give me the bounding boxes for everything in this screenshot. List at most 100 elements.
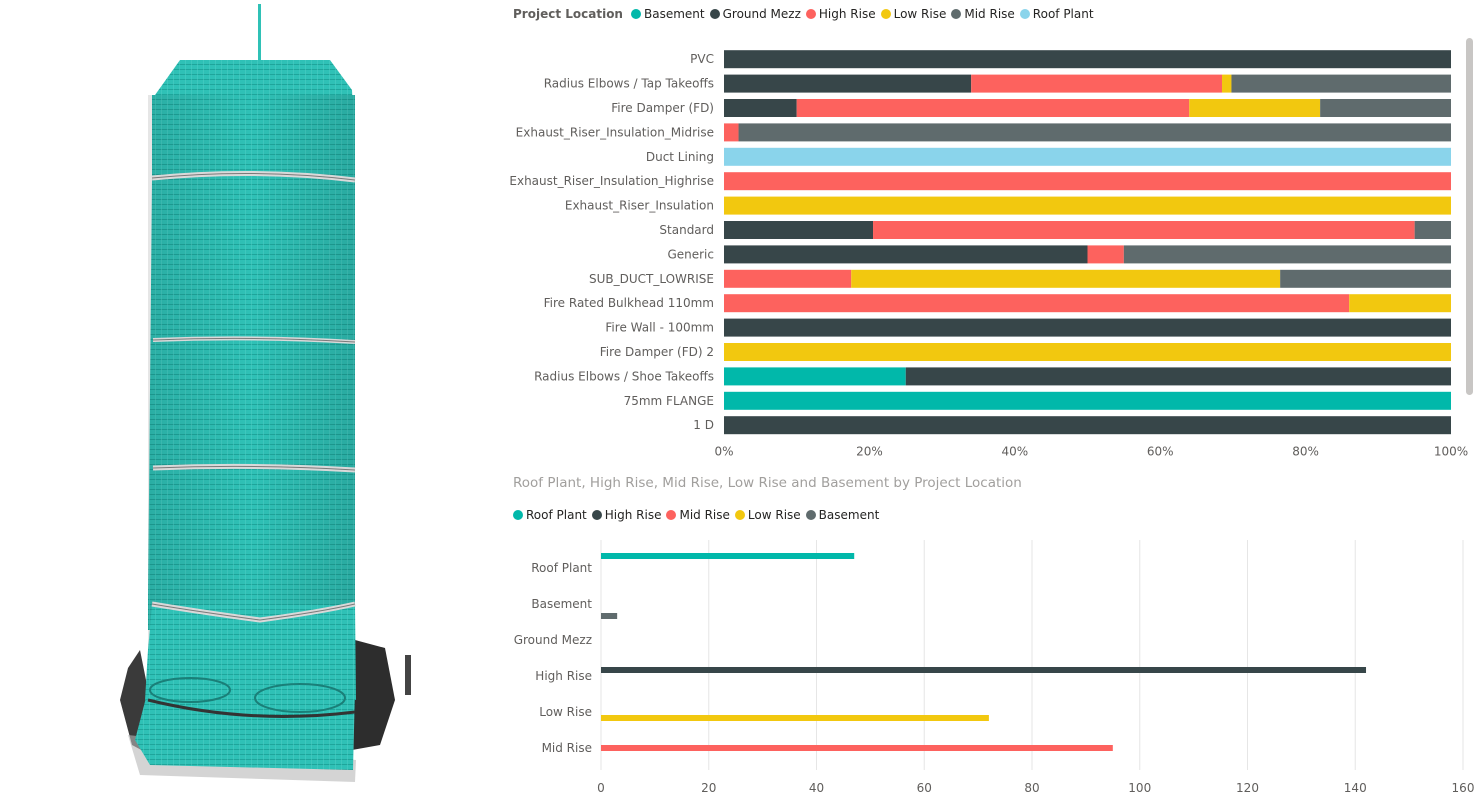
bar-segment-basement[interactable]: [724, 391, 1451, 410]
bar-segment-mid-rise[interactable]: [1414, 221, 1451, 239]
y-tick-label: Fire Damper (FD) 2: [600, 345, 714, 359]
y-tick-label: Fire Rated Bulkhead 110mm: [544, 296, 714, 310]
x-tick-label: 0%: [714, 444, 733, 458]
y-tick-label: Generic: [667, 247, 714, 261]
bar-low-rise[interactable]: [601, 715, 989, 721]
bar-segment-ground-mezz[interactable]: [724, 221, 874, 239]
legend-label: Ground Mezz: [722, 7, 801, 21]
legend-title: Project Location: [513, 7, 623, 21]
bar-segment-mid-rise[interactable]: [738, 123, 1451, 142]
legend-item-high-rise[interactable]: High Rise: [591, 508, 662, 522]
chart1-legend[interactable]: Project Location Basement Ground Mezz Hi…: [513, 5, 1099, 23]
chart2-legend[interactable]: Roof Plant High Rise Mid Rise Low Rise B…: [513, 506, 884, 524]
legend-label: Low Rise: [747, 508, 801, 522]
legend-dot: [666, 510, 677, 520]
legend-item-ground-mezz[interactable]: Ground Mezz: [709, 7, 801, 21]
x-tick-label: 120: [1236, 781, 1259, 795]
legend-dot: [709, 9, 720, 19]
y-tick-label: Standard: [659, 223, 714, 237]
legend-label: Roof Plant: [526, 508, 587, 522]
y-tick-label: Radius Elbows / Shoe Takeoffs: [534, 369, 714, 383]
legend-dot: [630, 9, 641, 19]
legend-dot: [805, 510, 816, 520]
x-tick-label: 80%: [1292, 444, 1319, 458]
bar-segment-low-rise[interactable]: [1349, 294, 1451, 313]
y-tick-label: PVC: [690, 52, 714, 66]
legend-label: High Rise: [818, 7, 876, 21]
legend-dot: [805, 9, 816, 19]
y-tick-label: Fire Wall - 100mm: [605, 321, 714, 335]
bar-segment-low-rise[interactable]: [724, 196, 1451, 215]
bar-segment-ground-mezz[interactable]: [724, 99, 797, 117]
bar-segment-low-rise[interactable]: [1189, 99, 1321, 117]
legend-label: Low Rise: [893, 7, 947, 21]
legend-item-low-rise[interactable]: Low Rise: [880, 7, 947, 21]
x-tick-label: 80: [1024, 781, 1039, 795]
chart-scrollbar[interactable]: [1466, 38, 1473, 395]
x-tick-label: 40: [809, 781, 824, 795]
legend-item-mid-rise[interactable]: Mid Rise: [951, 7, 1015, 21]
bar-segment-mid-rise[interactable]: [1280, 269, 1451, 288]
bar-segment-high-rise[interactable]: [971, 74, 1222, 93]
legend-dot: [951, 9, 962, 19]
bar-segment-mid-rise[interactable]: [1231, 74, 1451, 93]
bar-segment-high-rise[interactable]: [873, 221, 1415, 239]
y-tick-label: Duct Lining: [646, 150, 714, 164]
y-tick-label: Exhaust_Riser_Insulation_Midrise: [516, 125, 714, 139]
bar-segment-high-rise[interactable]: [796, 99, 1190, 117]
legend-item-basement[interactable]: Basement: [805, 508, 880, 522]
bar-segment-high-rise[interactable]: [1087, 245, 1124, 264]
y-tick-label: Mid Rise: [542, 741, 592, 755]
legend-item-low-rise[interactable]: Low Rise: [734, 508, 801, 522]
y-tick-label: Fire Damper (FD): [611, 101, 714, 115]
bar-segment-high-rise[interactable]: [724, 269, 852, 288]
bar-segment-low-rise[interactable]: [1221, 74, 1232, 93]
bar-segment-ground-mezz[interactable]: [724, 318, 1451, 337]
y-tick-label: 75mm FLANGE: [624, 394, 714, 408]
bar-segment-ground-mezz[interactable]: [724, 74, 972, 93]
stacked-bar-chart[interactable]: PVC Radius Elbows / Tap Takeoffs Fire Damp…: [490, 30, 1470, 470]
bar-segment-roof-plant[interactable]: [724, 147, 1451, 166]
bar-segment-high-rise[interactable]: [724, 294, 1350, 313]
bar-roof-plant[interactable]: [601, 553, 855, 559]
y-tick-label: High Rise: [535, 669, 592, 683]
x-tick-label: 100%: [1434, 444, 1468, 458]
chart2-title: Roof Plant, High Rise, Mid Rise, Low Ris…: [513, 475, 1022, 491]
x-tick-label: 60: [917, 781, 932, 795]
bar-segment-mid-rise[interactable]: [1320, 99, 1451, 117]
legend-dot: [513, 510, 523, 520]
bar-segment-high-rise[interactable]: [724, 172, 1451, 191]
legend-item-mid-rise[interactable]: Mid Rise: [666, 508, 730, 522]
legend-item-roof-plant[interactable]: Roof Plant: [1019, 7, 1094, 21]
bar-segment-high-rise[interactable]: [724, 123, 739, 142]
x-tick-label: 0: [597, 781, 605, 795]
bar-segment-mid-rise[interactable]: [1123, 245, 1451, 264]
legend-label: High Rise: [604, 508, 662, 522]
legend-item-high-rise[interactable]: High Rise: [805, 7, 876, 21]
legend-label: Basement: [818, 508, 880, 522]
legend-item-roof-plant[interactable]: Roof Plant: [513, 508, 587, 522]
bar-segment-ground-mezz[interactable]: [724, 50, 1451, 69]
bar-basement[interactable]: [601, 613, 618, 619]
building-3d-model[interactable]: [0, 0, 490, 797]
bar-segment-ground-mezz[interactable]: [724, 245, 1088, 264]
x-tick-label: 100: [1128, 781, 1151, 795]
legend-dot: [734, 510, 745, 520]
bar-segment-basement[interactable]: [724, 367, 906, 386]
y-tick-label: 1 D: [693, 418, 714, 432]
x-tick-label: 140: [1344, 781, 1367, 795]
grouped-bar-chart[interactable]: Roof Plant Basement Ground Mezz High Rise Lo…: [490, 530, 1476, 797]
bar-mid-rise[interactable]: [601, 745, 1113, 751]
legend-label: Basement: [643, 7, 705, 21]
legend-item-basement[interactable]: Basement: [630, 7, 705, 21]
y-tick-label: Basement: [531, 597, 592, 611]
bar-segment-ground-mezz[interactable]: [905, 367, 1451, 386]
bar-segment-ground-mezz[interactable]: [724, 416, 1451, 435]
x-tick-label: 60%: [1147, 444, 1174, 458]
bar-segment-low-rise[interactable]: [851, 269, 1281, 288]
legend-dot: [1019, 9, 1030, 19]
bar-segment-low-rise[interactable]: [724, 343, 1451, 361]
y-tick-label: Roof Plant: [531, 561, 592, 575]
x-tick-label: 20: [701, 781, 716, 795]
bar-high-rise[interactable]: [601, 667, 1367, 673]
